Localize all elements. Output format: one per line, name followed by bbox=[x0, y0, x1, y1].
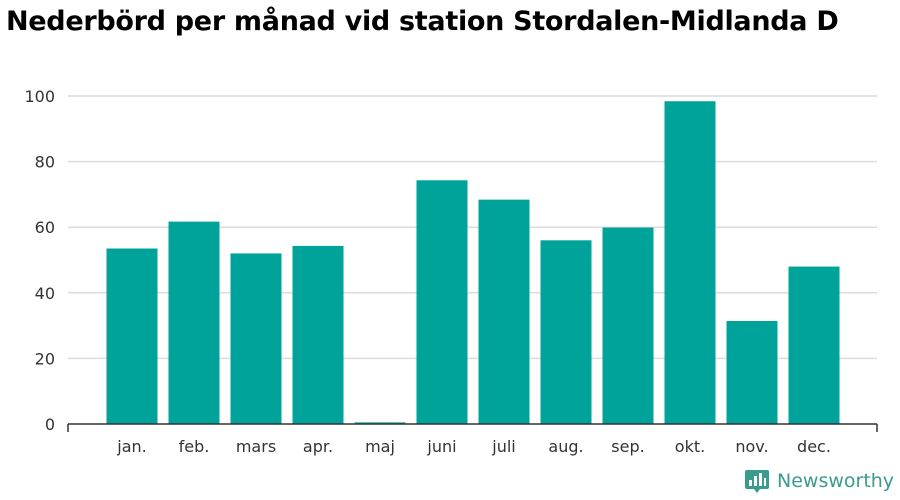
y-tick-label: 100 bbox=[24, 87, 55, 106]
bar-apr.[interactable] bbox=[292, 245, 344, 424]
bar-sep.[interactable] bbox=[602, 227, 654, 424]
x-axis bbox=[67, 423, 878, 432]
y-axis-ticks: 0 20 40 60 80 100 bbox=[24, 87, 55, 434]
x-tick-label: feb. bbox=[179, 437, 210, 456]
x-tick-label: okt. bbox=[675, 437, 705, 456]
x-tick-label: dec. bbox=[797, 437, 831, 456]
bar-maj[interactable] bbox=[354, 422, 406, 424]
bar-chart-logo-icon bbox=[745, 470, 769, 493]
x-tick-label: aug. bbox=[548, 437, 583, 456]
bar-juni[interactable] bbox=[416, 180, 468, 424]
x-tick-label: mars bbox=[236, 437, 276, 456]
bar-aug.[interactable] bbox=[540, 240, 592, 424]
y-tick-label: 40 bbox=[35, 284, 55, 303]
y-tick-label: 80 bbox=[35, 153, 55, 172]
y-tick-label: 0 bbox=[45, 415, 55, 434]
bar-okt.[interactable] bbox=[664, 101, 716, 425]
bar-feb.[interactable] bbox=[168, 221, 220, 424]
bar-mars[interactable] bbox=[230, 253, 282, 424]
bar-jan.[interactable] bbox=[106, 248, 158, 424]
x-tick-label: juli bbox=[491, 437, 515, 456]
x-tick-label: sep. bbox=[611, 437, 644, 456]
x-tick-label: maj bbox=[365, 437, 395, 456]
bar-chart: 0 20 40 60 80 100 jan. feb. mars apr. maj juni juli… bbox=[24, 87, 878, 456]
logo-text: Newsworthy bbox=[777, 470, 895, 492]
bar-nov.[interactable] bbox=[726, 321, 778, 424]
bars bbox=[106, 101, 840, 425]
x-tick-label: juni bbox=[426, 437, 456, 456]
x-tick-label: apr. bbox=[303, 437, 333, 456]
bar-dec.[interactable] bbox=[788, 266, 840, 424]
y-tick-label: 60 bbox=[35, 218, 55, 237]
x-tick-label: jan. bbox=[116, 437, 146, 456]
y-tick-label: 20 bbox=[35, 349, 55, 368]
x-tick-label: nov. bbox=[735, 437, 768, 456]
newsworthy-logo[interactable]: Newsworthy bbox=[744, 468, 894, 494]
bar-juli[interactable] bbox=[478, 199, 530, 424]
chart-title: Nederbörd per månad vid station Stordale… bbox=[6, 6, 839, 37]
x-axis-ticks: jan. feb. mars apr. maj juni juli aug. sep. okt. n… bbox=[116, 437, 831, 456]
